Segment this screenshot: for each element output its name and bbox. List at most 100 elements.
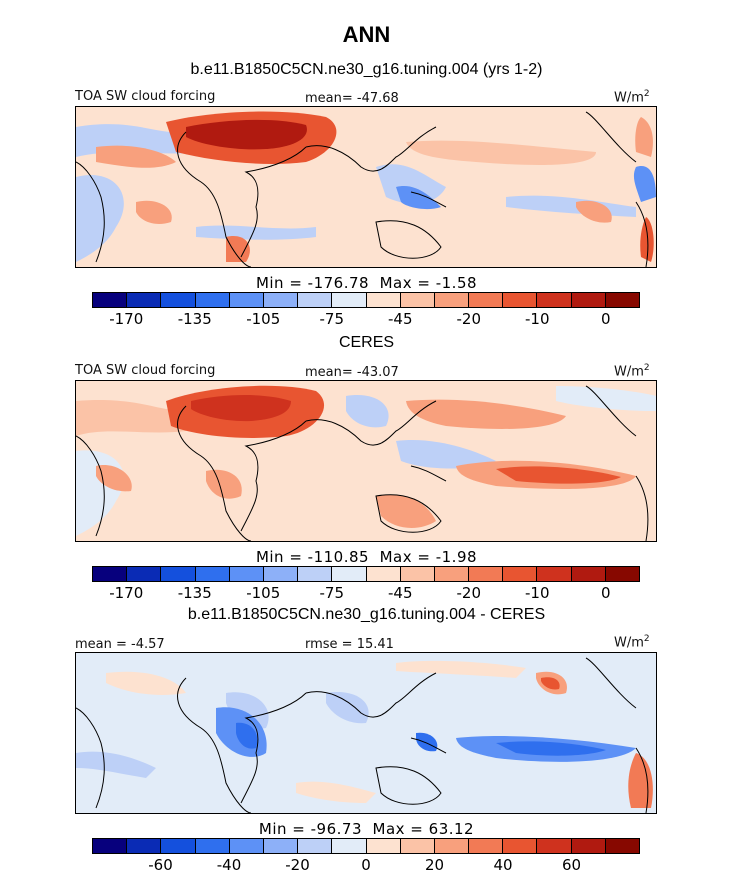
panel3-mean-label: mean = -4.57: [75, 637, 165, 652]
colorbar-swatch: [161, 567, 196, 581]
colorbar-tick-label: -20: [285, 856, 310, 874]
colorbar-tick-label: 60: [561, 856, 582, 874]
colorbar-swatch: [93, 839, 128, 853]
panel2-heading: CERES: [338, 334, 395, 351]
colorbar-swatch: [195, 839, 230, 853]
colorbar-swatch: [195, 567, 230, 581]
panel2-colorbar: [92, 566, 640, 582]
colorbar-tick-label: -135: [177, 310, 212, 328]
panel3-heading: b.e11.B1850C5CN.ne30_g16.tuning.004 - CE…: [187, 606, 546, 623]
colorbar-swatch: [332, 293, 367, 307]
colorbar-swatch: [571, 839, 606, 853]
colorbar-swatch: [229, 567, 264, 581]
panel1-colorbar: [92, 292, 640, 308]
colorbar-swatch: [605, 839, 639, 853]
panel2-units-label: W/m2: [614, 363, 650, 380]
panel2-map: [75, 380, 657, 542]
colorbar-swatch: [434, 567, 470, 581]
colorbar-swatch: [366, 567, 401, 581]
colorbar-tick-label: -10: [525, 584, 550, 602]
panel1-variable-label: TOA SW cloud forcing: [75, 89, 216, 104]
colorbar-swatch: [400, 567, 435, 581]
panel2-max-label: Max = -1.98: [379, 548, 478, 566]
colorbar-tick-label: -20: [456, 584, 482, 602]
colorbar-tick-label: -170: [109, 584, 144, 602]
colorbar-swatch: [127, 567, 162, 581]
colorbar-swatch: [469, 839, 504, 853]
colorbar-swatch: [229, 839, 264, 853]
colorbar-swatch: [605, 567, 639, 581]
colorbar-swatch: [537, 293, 572, 307]
colorbar-tick-label: -20: [456, 310, 482, 328]
colorbar-swatch: [195, 293, 230, 307]
colorbar-swatch: [93, 293, 128, 307]
colorbar-tick-label: 0: [600, 310, 611, 328]
colorbar-swatch: [298, 567, 333, 581]
colorbar-swatch: [229, 293, 264, 307]
colorbar-tick-label: 0: [361, 856, 371, 874]
colorbar-swatch: [263, 293, 299, 307]
colorbar-tick-label: -135: [177, 584, 212, 602]
colorbar-swatch: [469, 293, 504, 307]
panel1-max-label: Max = -1.58: [379, 274, 478, 292]
colorbar-swatch: [503, 567, 538, 581]
panel3-min-label: Min = -96.73: [258, 820, 362, 838]
colorbar-tick-label: 20: [424, 856, 445, 874]
panel2-minmax: Min = -110.85 Max = -1.98: [0, 548, 733, 566]
panel1-colorbar-ticks: -170 -135 -105 -75 -45 -20 -10 0: [92, 310, 640, 330]
panel1-mean-label: mean= -47.68: [305, 91, 399, 106]
panel1-map: [75, 106, 657, 268]
panel3-minmax: Min = -96.73 Max = 63.12: [0, 820, 733, 838]
colorbar-swatch: [263, 839, 299, 853]
colorbar-swatch: [127, 839, 162, 853]
colorbar-swatch: [400, 293, 435, 307]
colorbar-swatch: [537, 839, 572, 853]
colorbar-tick-label: -60: [148, 856, 173, 874]
panel2-variable-label: TOA SW cloud forcing: [75, 363, 216, 378]
colorbar-swatch: [571, 567, 606, 581]
colorbar-tick-label: -45: [388, 584, 413, 602]
colorbar-swatch: [93, 567, 128, 581]
colorbar-tick-label: 0: [600, 584, 611, 602]
colorbar-tick-label: -105: [246, 310, 281, 328]
colorbar-swatch: [571, 293, 606, 307]
colorbar-swatch: [263, 567, 299, 581]
panel3-map: [75, 652, 657, 814]
colorbar-swatch: [332, 567, 367, 581]
colorbar-swatch: [298, 293, 333, 307]
colorbar-swatch: [332, 839, 367, 853]
colorbar-swatch: [434, 839, 470, 853]
panel3-colorbar: [92, 838, 640, 854]
colorbar-swatch: [469, 567, 504, 581]
colorbar-tick-label: -105: [246, 584, 281, 602]
colorbar-tick-label: -40: [216, 856, 242, 874]
colorbar-swatch: [503, 293, 538, 307]
colorbar-swatch: [537, 567, 572, 581]
colorbar-swatch: [298, 839, 333, 853]
colorbar-swatch: [161, 293, 196, 307]
colorbar-tick-label: -75: [319, 584, 345, 602]
figure-title: ANN: [342, 22, 391, 47]
colorbar-tick-label: -10: [525, 310, 550, 328]
colorbar-swatch: [366, 293, 401, 307]
colorbar-swatch: [605, 293, 639, 307]
panel1-minmax: Min = -176.78 Max = -1.58: [0, 274, 733, 292]
panel1-units-label: W/m2: [614, 89, 650, 106]
colorbar-tick-label: -75: [319, 310, 345, 328]
panel2-mean-label: mean= -43.07: [305, 365, 399, 380]
colorbar-swatch: [400, 839, 435, 853]
colorbar-swatch: [434, 293, 470, 307]
panel2-colorbar-ticks: -170 -135 -105 -75 -45 -20 -10 0: [92, 584, 640, 604]
colorbar-tick-label: -170: [109, 310, 144, 328]
panel3-units-label: W/m2: [614, 634, 650, 651]
colorbar-swatch: [161, 839, 196, 853]
colorbar-swatch: [503, 839, 538, 853]
colorbar-swatch: [127, 293, 162, 307]
panel1-min-label: Min = -176.78: [255, 274, 370, 292]
panel3-max-label: Max = 63.12: [372, 820, 475, 838]
panel1-heading: b.e11.B1850C5CN.ne30_g16.tuning.004 (yrs…: [190, 61, 543, 78]
panel2-min-label: Min = -110.85: [255, 548, 370, 566]
colorbar-tick-label: 40: [493, 856, 513, 874]
colorbar-tick-label: -45: [388, 310, 413, 328]
panel3-rmse-label: rmse = 15.41: [305, 637, 394, 652]
